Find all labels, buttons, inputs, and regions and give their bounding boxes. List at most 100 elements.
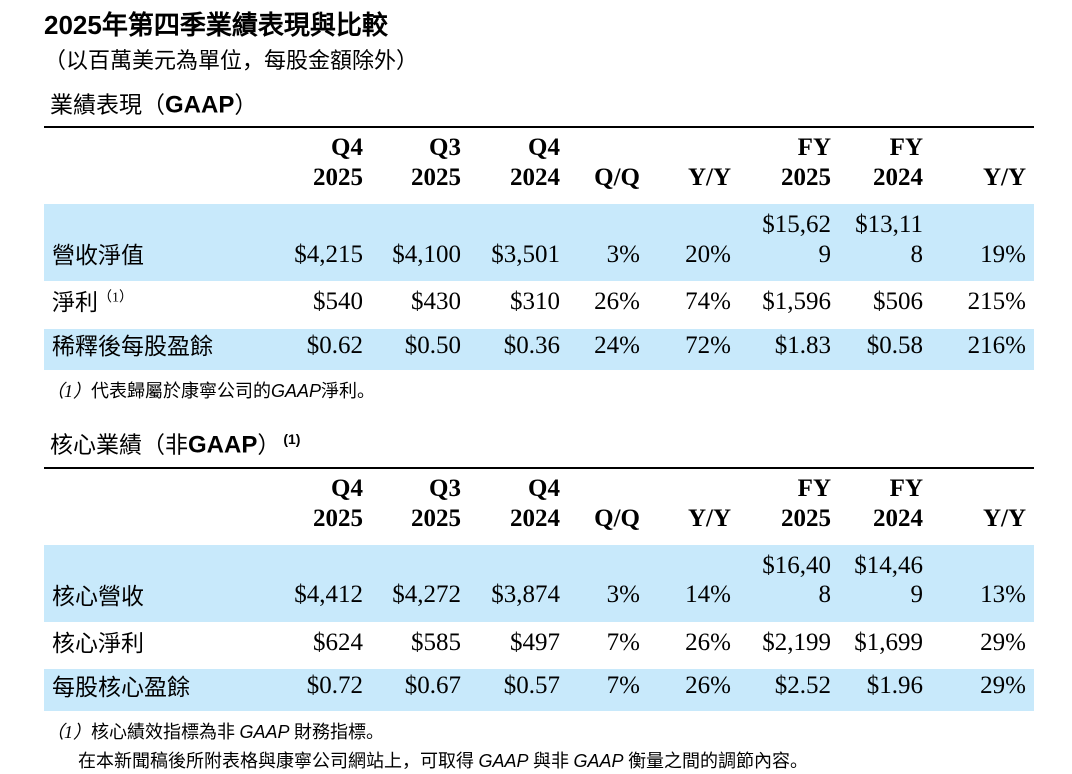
heading-gaap-label: GAAP xyxy=(188,432,258,460)
row-label: 稀釋後每股盈餘 xyxy=(52,333,213,359)
value-cell: 26% xyxy=(594,288,640,316)
column-header: Y/Y xyxy=(982,504,1026,532)
value-cell: $4,100 xyxy=(392,240,461,268)
value-cell: 26% xyxy=(685,628,731,656)
column-header: Q4 xyxy=(528,474,560,502)
column-header: Q4 xyxy=(331,134,363,162)
column-header: 2025 xyxy=(411,504,461,532)
footnote-marker: （1） xyxy=(46,721,91,742)
row-label: 核心淨利 xyxy=(52,631,144,657)
value-cell: $540 xyxy=(313,288,363,316)
row-label: 淨利 xyxy=(52,290,98,316)
header-spacer xyxy=(44,163,274,204)
value-cell: 19% xyxy=(980,240,1026,268)
footnote-marker: （1） xyxy=(46,381,91,402)
column-header: Q/Q xyxy=(594,504,640,532)
column-header: 2024 xyxy=(510,504,560,532)
value-cell: 7% xyxy=(606,628,640,656)
column-header: FY xyxy=(889,134,923,162)
row-label-cell: 營收淨值 xyxy=(44,204,274,281)
header-spacer xyxy=(44,127,274,163)
heading-prefix: 業績表現（ xyxy=(50,92,165,118)
value-cell: $3,874 xyxy=(491,581,560,609)
heading-gaap-label: GAAP xyxy=(165,91,235,119)
table-row-net-income: 淨利（1） $540 $430 $310 26% 74% $1,596 $506… xyxy=(44,281,1034,329)
section-heading-gaap: 業績表現（GAAP） xyxy=(50,91,1072,120)
footnote-gaap-term: GAAP xyxy=(573,751,624,772)
title-year: 2025 xyxy=(44,10,102,40)
value-cell: 215% xyxy=(967,288,1026,316)
column-header: Q4 xyxy=(331,474,363,502)
value-cell: $2.52 xyxy=(774,672,831,700)
value-cell: $0.36 xyxy=(503,331,560,359)
row-label: 每股核心盈餘 xyxy=(52,674,190,700)
footnote-gaap-term: GAAP xyxy=(271,381,322,402)
value-cell: $3,501 xyxy=(491,240,560,268)
column-header: 2024 xyxy=(873,504,923,532)
heading-prefix: 核心業績（非 xyxy=(50,433,188,459)
row-label-cell: 核心淨利 xyxy=(44,622,274,670)
column-header: FY xyxy=(797,134,831,162)
value-cell: $4,272 xyxy=(392,581,461,609)
section-heading-core-non-gaap: 核心業績（非GAAP） (1) xyxy=(50,431,1072,460)
row-label-cell: 稀釋後每股盈餘 xyxy=(44,329,274,371)
value-cell: 20% xyxy=(685,240,731,268)
column-header: Q/Q xyxy=(594,164,640,192)
value-cell: $0.58 xyxy=(866,331,923,359)
value-cell: $4,215 xyxy=(294,240,363,268)
column-header: 2025 xyxy=(781,504,831,532)
column-header: 2025 xyxy=(411,164,461,192)
header-spacer xyxy=(44,468,274,504)
column-header xyxy=(931,468,1034,504)
column-header: Y/Y xyxy=(982,164,1026,192)
row-label-cell: 核心營收 xyxy=(44,545,274,622)
value-cell: $13,11 8 xyxy=(855,211,923,268)
value-cell: 74% xyxy=(685,288,731,316)
value-cell: $624 xyxy=(313,628,363,656)
heading-superscript: (1) xyxy=(283,431,301,448)
value-cell: $0.72 xyxy=(306,672,363,700)
footnote-text: 代表歸屬於康寧公司的 xyxy=(91,381,271,402)
value-cell: $497 xyxy=(510,628,560,656)
table-row-core-net-income: 核心淨利 $624 $585 $497 7% 26% $2,199 $1,699… xyxy=(44,622,1034,670)
header-spacer xyxy=(44,504,274,545)
heading-suffix: ） xyxy=(234,92,258,118)
value-cell: 7% xyxy=(606,672,640,700)
value-cell: $0.57 xyxy=(503,672,560,700)
column-header: 2025 xyxy=(313,504,363,532)
table-row-net-sales: 營收淨值 $4,215 $4,100 $3,501 3% 20% $15,62 … xyxy=(44,204,1034,282)
core-footnote-2: 在本新聞稿後所附表格與康寧公司網站上，可取得 GAAP 與非 GAAP 衡量之間… xyxy=(78,750,1072,773)
footnote-gaap-term: GAAP xyxy=(478,751,529,772)
column-header: Q3 xyxy=(429,134,461,162)
page-subtitle: （以百萬美元為單位，每股金額除外） xyxy=(44,48,419,74)
value-cell: $2,199 xyxy=(762,628,831,656)
title-text: 年第四季業績表現與比較 xyxy=(101,11,388,40)
table-row-diluted-eps: 稀釋後每股盈餘 $0.62 $0.50 $0.36 24% 72% $1.83 … xyxy=(44,328,1034,371)
value-cell: $0.50 xyxy=(404,331,461,359)
footnote-text: 財務指標。 xyxy=(289,721,385,742)
column-header: Q4 xyxy=(528,134,560,162)
footnote-text: 衡量之間的調節內容。 xyxy=(623,751,809,772)
heading-suffix: ） xyxy=(257,433,281,459)
row-label-cell: 淨利（1） xyxy=(44,281,274,329)
value-cell: 14% xyxy=(685,581,731,609)
table-row-core-sales: 核心營收 $4,412 $4,272 $3,874 3% 14% $16,40 … xyxy=(44,544,1034,622)
header-row-period: Q4 Q3 Q4 FY FY xyxy=(44,127,1034,163)
value-cell: 3% xyxy=(606,240,640,268)
column-header: Q3 xyxy=(429,474,461,502)
core-results-table: Q4 Q3 Q4 FY FY 2025 2025 2024 Q/Q Y/Y 20… xyxy=(44,466,1034,711)
column-header xyxy=(568,468,648,504)
value-cell: 216% xyxy=(967,331,1026,359)
value-cell: 24% xyxy=(594,331,640,359)
value-cell: $0.67 xyxy=(404,672,461,700)
value-cell: $16,40 8 xyxy=(762,551,831,609)
row-label-cell: 每股核心盈餘 xyxy=(44,669,274,711)
value-cell: 26% xyxy=(685,672,731,700)
column-header: FY xyxy=(797,474,831,502)
gaap-results-table: Q4 Q3 Q4 FY FY 2025 2025 2024 Q/Q Y/Y 20… xyxy=(44,126,1034,371)
gaap-footnote: （1）代表歸屬於康寧公司的GAAP淨利。 xyxy=(46,380,1072,403)
column-header xyxy=(931,127,1034,163)
column-header: 2024 xyxy=(873,164,923,192)
page-title: 2025年第四季業績表現與比較 xyxy=(44,10,1072,41)
